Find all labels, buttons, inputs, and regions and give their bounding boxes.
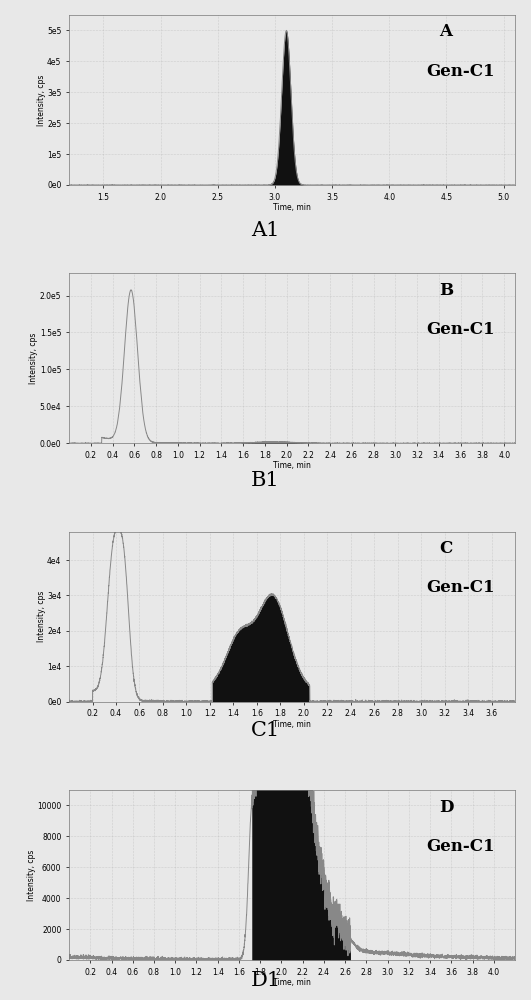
X-axis label: Time, min: Time, min	[273, 720, 311, 729]
Y-axis label: Intensity, cps: Intensity, cps	[27, 849, 36, 901]
Text: D: D	[439, 799, 454, 816]
X-axis label: Time, min: Time, min	[273, 203, 311, 212]
Text: Gen-C1: Gen-C1	[426, 63, 494, 80]
Y-axis label: Intensity, cps: Intensity, cps	[37, 74, 46, 126]
Text: C: C	[439, 540, 452, 557]
Y-axis label: Intensity, cps: Intensity, cps	[37, 591, 46, 642]
Text: B: B	[439, 282, 453, 299]
Text: B1: B1	[251, 471, 280, 490]
Text: Gen-C1: Gen-C1	[426, 579, 494, 596]
Text: C1: C1	[251, 721, 280, 740]
Text: D1: D1	[251, 971, 280, 990]
X-axis label: Time, min: Time, min	[273, 461, 311, 470]
Text: Gen-C1: Gen-C1	[426, 838, 494, 855]
Text: Gen-C1: Gen-C1	[426, 321, 494, 338]
X-axis label: Time, min: Time, min	[273, 978, 311, 987]
Text: A1: A1	[251, 221, 280, 240]
Y-axis label: Intensity, cps: Intensity, cps	[29, 333, 38, 384]
Text: A: A	[439, 23, 452, 40]
